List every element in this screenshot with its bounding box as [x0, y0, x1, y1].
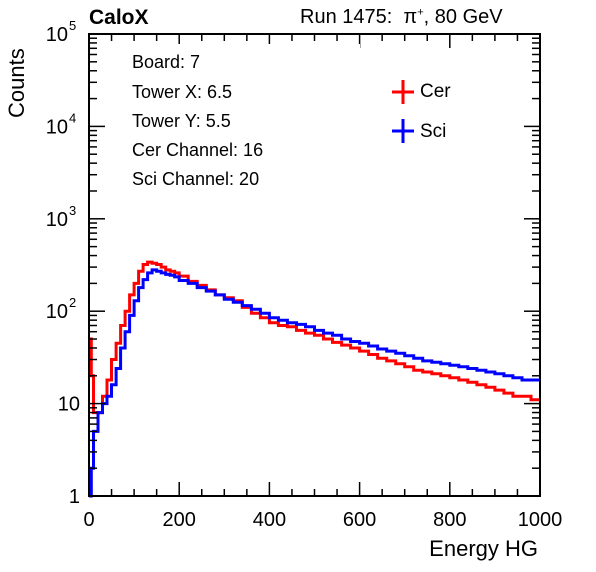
y-tick-exponent: 4 [69, 110, 76, 125]
legend-label-cer: Cer [420, 81, 451, 102]
info-cer-channel: Cer Channel: 16 [132, 140, 264, 160]
x-tick-label: 800 [433, 509, 466, 531]
info-sci-channel: Sci Channel: 20 [132, 169, 260, 189]
experiment-label: CaloX [89, 6, 149, 29]
y-tick-exponent: 5 [69, 18, 76, 33]
particle-symbol: π+ [403, 6, 424, 28]
series-line-sci [89, 268, 540, 498]
run-info: Run 1475: π+, 80 GeV [300, 6, 503, 29]
x-tick-label: 0 [83, 509, 94, 531]
y-tick-label: 10 3 [46, 203, 76, 231]
y-tick-base: 10 [46, 24, 68, 46]
y-tick-base: 10 [46, 301, 68, 323]
info-tower-y: Tower Y: 5.5 [132, 111, 231, 131]
x-axis-title: Energy HG [429, 536, 538, 561]
x-tick-label: 400 [253, 509, 286, 531]
y-axis-title: Counts [4, 48, 30, 118]
y-axis-title-text: Counts [4, 48, 29, 118]
energy-text: , 80 GeV [423, 6, 503, 28]
info-tower-x: Tower X: 6.5 [132, 82, 233, 102]
y-tick-label: 10 5 [46, 18, 76, 46]
run-text: Run 1475: [300, 6, 393, 28]
info-board: Board: 7 [132, 52, 201, 72]
info-box: Board: 7 Tower X: 6.5 Tower Y: 5.5 Cer C… [120, 44, 360, 200]
y-tick-label: 10 [58, 394, 80, 416]
series-line-cer [89, 260, 540, 415]
y-tick-base: 10 [46, 209, 68, 231]
series-layer [89, 260, 541, 498]
x-tick-label: 1000 [518, 509, 563, 531]
y-tick-exponent: 2 [69, 295, 76, 310]
y-tick-label: 1 [69, 486, 80, 508]
y-tick-base: 1 [69, 486, 80, 508]
legend [392, 80, 414, 143]
x-tick-label: 200 [163, 509, 196, 531]
legend-label-sci: Sci [420, 121, 447, 142]
y-tick-exponent: 3 [69, 203, 76, 218]
y-tick-base: 10 [46, 116, 68, 138]
y-tick-label: 10 2 [46, 295, 76, 323]
y-tick-label: 10 4 [46, 110, 76, 138]
y-tick-base: 10 [58, 394, 80, 416]
x-tick-label: 600 [343, 509, 376, 531]
